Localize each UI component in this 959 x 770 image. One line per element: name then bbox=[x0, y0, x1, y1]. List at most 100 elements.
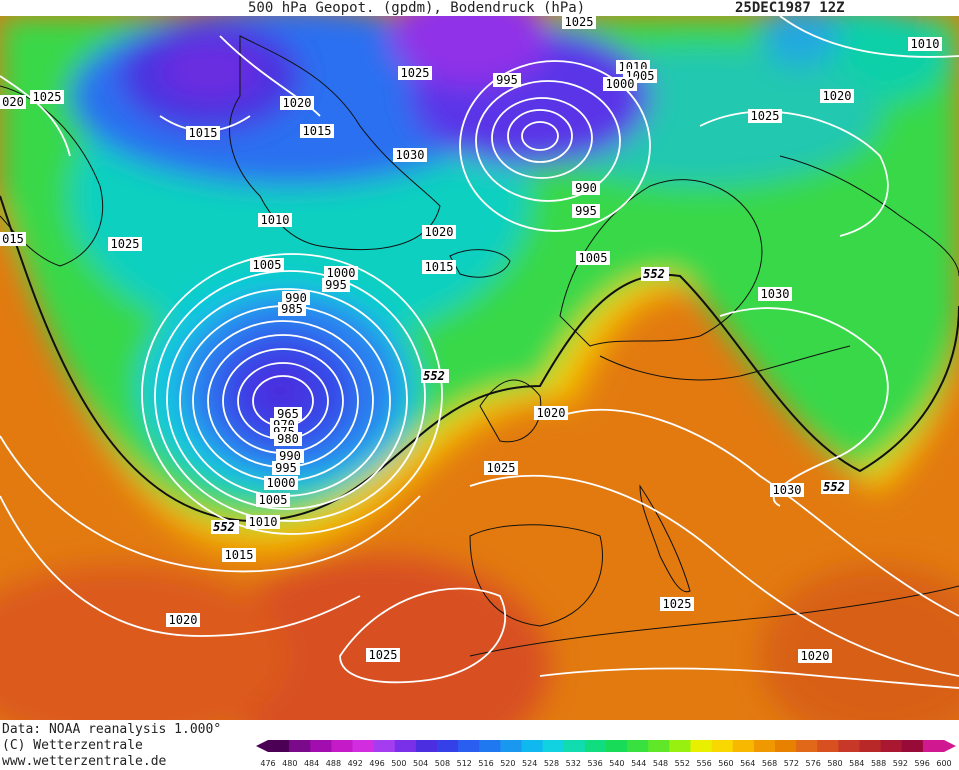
isobar-low-g bbox=[166, 288, 408, 510]
svg-text:1010: 1010 bbox=[249, 515, 278, 529]
svg-text:1015: 1015 bbox=[303, 124, 332, 138]
scale-tick-label: 516 bbox=[478, 759, 493, 768]
isobar-label: 1025 bbox=[398, 66, 432, 80]
scale-tick-label: 544 bbox=[631, 759, 646, 768]
website-url[interactable]: www.wetterzentrale.de bbox=[2, 754, 167, 769]
scale-tick-label: 536 bbox=[587, 759, 602, 768]
scale-swatch bbox=[627, 740, 649, 752]
isobar-label: 1020 bbox=[820, 89, 854, 103]
scale-tick-label: 524 bbox=[522, 759, 537, 768]
scale-swatch bbox=[521, 740, 544, 752]
scale-swatch bbox=[479, 740, 501, 752]
data-source: Data: NOAA reanalysis 1.000° bbox=[2, 722, 222, 737]
svg-text:1015: 1015 bbox=[425, 260, 454, 274]
scale-tick-label: 520 bbox=[500, 759, 515, 768]
scale-swatch bbox=[796, 740, 818, 752]
svg-text:1020: 1020 bbox=[283, 96, 312, 110]
isobar-label: 1025 bbox=[484, 461, 518, 475]
svg-text:1005: 1005 bbox=[253, 258, 282, 272]
isobar-label: 990 bbox=[276, 449, 304, 463]
scale-swatch bbox=[901, 740, 924, 752]
svg-text:1005: 1005 bbox=[579, 251, 608, 265]
scale-swatch bbox=[711, 740, 734, 752]
scale-swatch bbox=[331, 740, 353, 752]
svg-text:995: 995 bbox=[325, 278, 347, 292]
scale-tick-label: 480 bbox=[282, 759, 297, 768]
isobar-label: 985 bbox=[278, 302, 306, 316]
svg-text:1025: 1025 bbox=[369, 648, 398, 662]
svg-text:990: 990 bbox=[279, 449, 301, 463]
svg-text:1025: 1025 bbox=[663, 597, 692, 611]
svg-text:965: 965 bbox=[277, 407, 299, 421]
isobar-label: 1025 bbox=[748, 109, 782, 123]
isobar-label: 020 bbox=[0, 95, 26, 109]
scale-swatch bbox=[817, 740, 839, 752]
svg-text:1010: 1010 bbox=[261, 213, 290, 227]
copyright: (C) Wetterzentrale bbox=[2, 738, 143, 753]
valid-date: 25DEC1987 12Z bbox=[735, 0, 845, 16]
svg-text:990: 990 bbox=[285, 291, 307, 305]
contour-labels: 552 552 552 552 bbox=[211, 267, 849, 534]
scale-swatch bbox=[563, 740, 586, 752]
scale-swatch bbox=[606, 740, 628, 752]
contour-label: 552 bbox=[421, 369, 449, 383]
scale-arrow-high bbox=[944, 740, 956, 752]
scale-tick-label: 568 bbox=[762, 759, 777, 768]
isobar-label: 995 bbox=[272, 461, 300, 475]
scale-swatch bbox=[584, 740, 607, 752]
svg-text:1025: 1025 bbox=[565, 16, 594, 29]
isobar-label: 1010 bbox=[908, 37, 942, 51]
isobar-label: 1010 bbox=[246, 515, 280, 529]
isobar-scan-e bbox=[459, 60, 651, 232]
contour-label: 552 bbox=[211, 520, 239, 534]
isobar-1025-nw bbox=[0, 75, 71, 157]
isobar-label: 1015 bbox=[222, 548, 256, 562]
svg-text:995: 995 bbox=[275, 461, 297, 475]
svg-text:552: 552 bbox=[823, 480, 845, 494]
contour-label: 552 bbox=[641, 267, 669, 281]
color-scale: 476 480 484 488 492 496 500 504 508 512 516 520 524 5… bbox=[256, 740, 956, 768]
scale-arrow-low bbox=[256, 740, 268, 752]
isobar-label: 1000 bbox=[603, 77, 637, 91]
scale-swatch bbox=[753, 740, 776, 752]
scale-tick-label: 600 bbox=[936, 759, 951, 768]
isobar-label: 1015 bbox=[186, 126, 220, 140]
scale-tick-label: 580 bbox=[827, 759, 842, 768]
isobar-label: 990 bbox=[572, 181, 600, 195]
isobar-label: 1020 bbox=[422, 225, 456, 239]
isobar-label: 1015 bbox=[422, 260, 456, 274]
scale-tick-label: 592 bbox=[893, 759, 908, 768]
scale-tick-label: 588 bbox=[871, 759, 886, 768]
svg-text:995: 995 bbox=[496, 73, 518, 87]
baltic-coast bbox=[599, 345, 851, 381]
isobar-label: 990 bbox=[282, 291, 310, 305]
scale-swatch bbox=[775, 740, 797, 752]
svg-text:1000: 1000 bbox=[327, 266, 356, 280]
scale-tick-label: 584 bbox=[849, 759, 864, 768]
scale-tick-label: 532 bbox=[566, 759, 581, 768]
svg-text:1000: 1000 bbox=[267, 476, 296, 490]
isobar-label: 1020 bbox=[280, 96, 314, 110]
isobar-label: 995 bbox=[572, 204, 600, 218]
isobar-1020-euro bbox=[559, 408, 959, 617]
svg-text:1030: 1030 bbox=[396, 148, 425, 162]
svg-text:1020: 1020 bbox=[425, 225, 454, 239]
scale-tick-label: 564 bbox=[740, 759, 755, 768]
svg-text:1000: 1000 bbox=[606, 77, 635, 91]
isobar-1025-hi bbox=[339, 587, 507, 684]
isobar-label: 1020 bbox=[798, 649, 832, 663]
isobar-1020-se bbox=[539, 667, 959, 689]
scale-swatch bbox=[352, 740, 375, 752]
scale-swatch bbox=[373, 740, 396, 752]
svg-text:1020: 1020 bbox=[169, 613, 198, 627]
svg-text:552: 552 bbox=[213, 520, 235, 534]
scale-swatch bbox=[669, 740, 691, 752]
greenland-coast bbox=[229, 35, 441, 251]
north-africa-coast bbox=[469, 585, 959, 657]
scale-swatch bbox=[542, 740, 565, 752]
weather-map: 1025 020 1015 1020 1015 1025 1030 995 10… bbox=[0, 16, 959, 720]
isobar-label: 1025 bbox=[366, 648, 400, 662]
scale-tick-label: 572 bbox=[784, 759, 799, 768]
scale-tick-label: 576 bbox=[806, 759, 821, 768]
scale-swatch bbox=[838, 740, 860, 752]
